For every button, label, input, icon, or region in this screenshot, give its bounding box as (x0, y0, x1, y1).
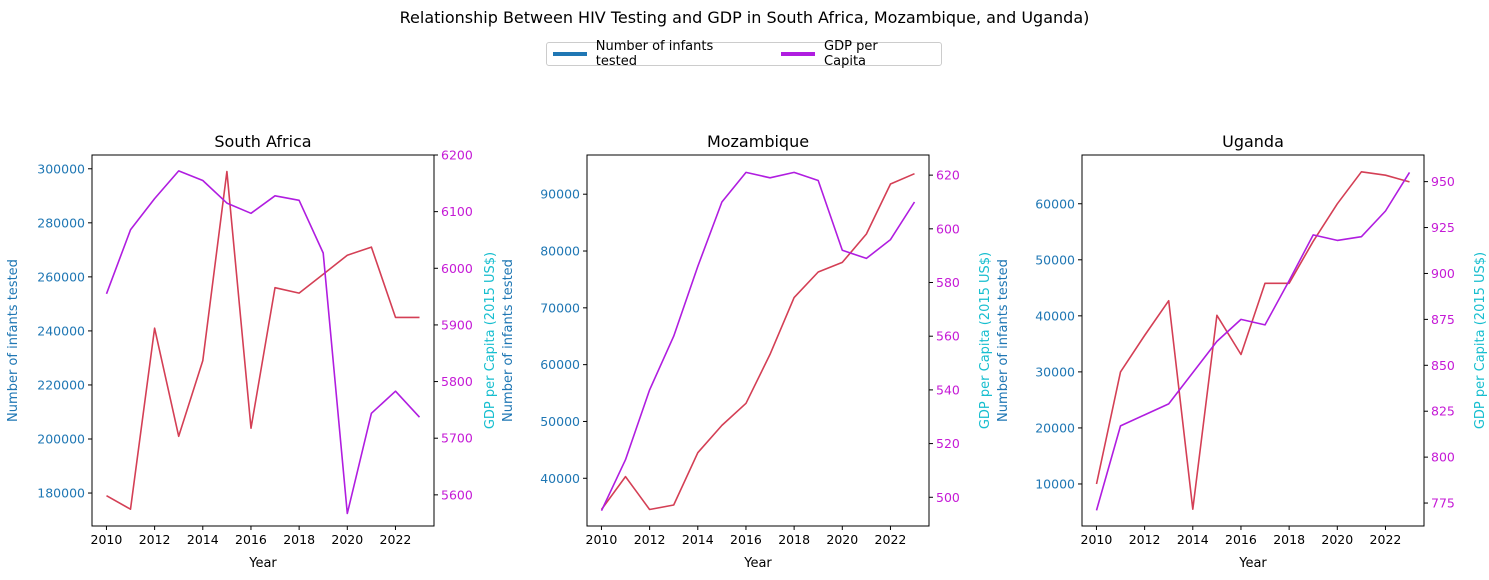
y-tick-label: 60000 (540, 357, 580, 372)
y2-tick-label: 875 (1431, 312, 1455, 327)
y2-tick-label: 825 (1431, 404, 1455, 419)
x-tick-label: 2022 (380, 532, 412, 547)
x-tick-label: 2012 (1129, 532, 1161, 547)
plot-frame (91, 154, 435, 527)
y2-tick-label: 6000 (441, 261, 473, 276)
y2-tick-label: 6200 (441, 148, 473, 163)
x-tick-label: 2010 (91, 532, 123, 547)
x-tick-label: 2020 (1321, 532, 1353, 547)
x-tick-label: 2022 (875, 532, 907, 547)
series-line-gdp (105, 170, 421, 515)
panel-title: Uganda (1222, 132, 1284, 151)
x-axis-title: Year (743, 556, 772, 571)
y-tick-label: 50000 (1035, 252, 1075, 267)
panel-south-africa: 2010 2012 2014 2016 2018 2020 2022 180000 200000… (6, 132, 498, 571)
x-tick-label: 2018 (778, 532, 810, 547)
x-tick-label: 2020 (826, 532, 858, 547)
x-tick-label: 2012 (139, 532, 171, 547)
y2-tick-label: 500 (936, 490, 960, 505)
x-axis-title: Year (1238, 556, 1267, 571)
y-tick-label: 260000 (37, 269, 85, 284)
series-line-gdp (1095, 171, 1411, 511)
x-tick-label: 2016 (730, 532, 762, 547)
y2-tick-label: 6100 (441, 204, 473, 219)
x-tick-label: 2016 (235, 532, 267, 547)
y2-axis-title: GDP per Capita (2015 US$) (978, 252, 993, 429)
y2-tick-label: 5700 (441, 431, 473, 446)
y-tick-label: 40000 (1035, 308, 1075, 323)
series-line-infants (106, 170, 420, 511)
legend: Number of infants tested GDP per Capita (546, 39, 942, 69)
plot-frame (586, 154, 930, 527)
y2-tick-label: 540 (936, 382, 960, 397)
series-line-infants (600, 172, 915, 511)
y-tick-label: 200000 (37, 431, 85, 446)
y-tick-label: 40000 (540, 471, 580, 486)
x-tick-label: 2014 (1177, 532, 1209, 547)
y-tick-label: 300000 (37, 161, 85, 176)
x-tick-label: 2010 (586, 532, 618, 547)
x-tick-label: 2018 (1273, 532, 1305, 547)
y-tick-label: 50000 (540, 414, 580, 429)
y-axis-title: Number of infants tested (501, 259, 516, 422)
y2-tick-label: 580 (936, 275, 960, 290)
x-tick-label: 2010 (1081, 532, 1113, 547)
figure-title: Relationship Between HIV Testing and GDP… (399, 8, 1090, 27)
y2-tick-label: 900 (1431, 266, 1455, 281)
y2-tick-label: 600 (936, 221, 960, 236)
plot-frame (1081, 154, 1425, 527)
x-tick-label: 2014 (187, 532, 219, 547)
y2-tick-label: 850 (1431, 358, 1455, 373)
y2-tick-label: 775 (1431, 496, 1455, 511)
x-tick-label: 2014 (682, 532, 714, 547)
y-tick-label: 220000 (37, 377, 85, 392)
y2-tick-label: 5800 (441, 374, 473, 389)
series-line-gdp (600, 171, 916, 512)
y2-axis-title: GDP per Capita (2015 US$) (483, 252, 498, 429)
y2-tick-label: 950 (1431, 174, 1455, 189)
legend-swatch-infants (553, 52, 587, 56)
y2-tick-label: 925 (1431, 220, 1455, 235)
y-axis-title: Number of infants tested (996, 259, 1011, 422)
y2-axis-title: GDP per Capita (2015 US$) (1473, 252, 1488, 429)
y-tick-label: 180000 (37, 486, 85, 501)
x-tick-label: 2016 (1225, 532, 1257, 547)
legend-swatch-gdp (781, 52, 816, 56)
y2-tick-label: 620 (936, 168, 960, 183)
y-tick-label: 20000 (1035, 420, 1075, 435)
series-line-infants (1095, 171, 1410, 511)
x-tick-label: 2018 (283, 532, 315, 547)
legend-entry-gdp: GDP per Capita (781, 39, 923, 69)
y2-tick-label: 5900 (441, 317, 473, 332)
legend-label-gdp: GDP per Capita (824, 39, 878, 69)
panel-title: South Africa (214, 132, 311, 151)
y-tick-label: 280000 (37, 215, 85, 230)
panel-title: Mozambique (707, 132, 809, 151)
panel-mozambique: 2010 2012 2014 2016 2018 2020 2022 40000 50000 60… (501, 132, 993, 571)
y-tick-label: 60000 (1035, 196, 1075, 211)
legend-label-infants: Number of infants tested (595, 39, 714, 69)
legend-entry-infants: Number of infants tested (553, 39, 757, 69)
y-axis-title: Number of infants tested (6, 259, 21, 422)
y-tick-label: 240000 (37, 323, 85, 338)
x-tick-label: 2020 (331, 532, 363, 547)
y2-tick-label: 5600 (441, 487, 473, 502)
panel-uganda: 2010 2012 2014 2016 2018 2020 2022 10000 20000 30… (996, 132, 1488, 571)
y-tick-label: 30000 (1035, 364, 1075, 379)
x-tick-label: 2022 (1370, 532, 1402, 547)
y-tick-label: 90000 (540, 187, 580, 202)
x-tick-label: 2012 (634, 532, 666, 547)
x-axis-title: Year (248, 556, 277, 571)
y-tick-label: 80000 (540, 244, 580, 259)
y2-tick-label: 560 (936, 329, 960, 344)
y-tick-label: 10000 (1035, 476, 1075, 491)
y2-tick-label: 800 (1431, 450, 1455, 465)
y-tick-label: 70000 (540, 300, 580, 315)
y2-tick-label: 520 (936, 436, 960, 451)
